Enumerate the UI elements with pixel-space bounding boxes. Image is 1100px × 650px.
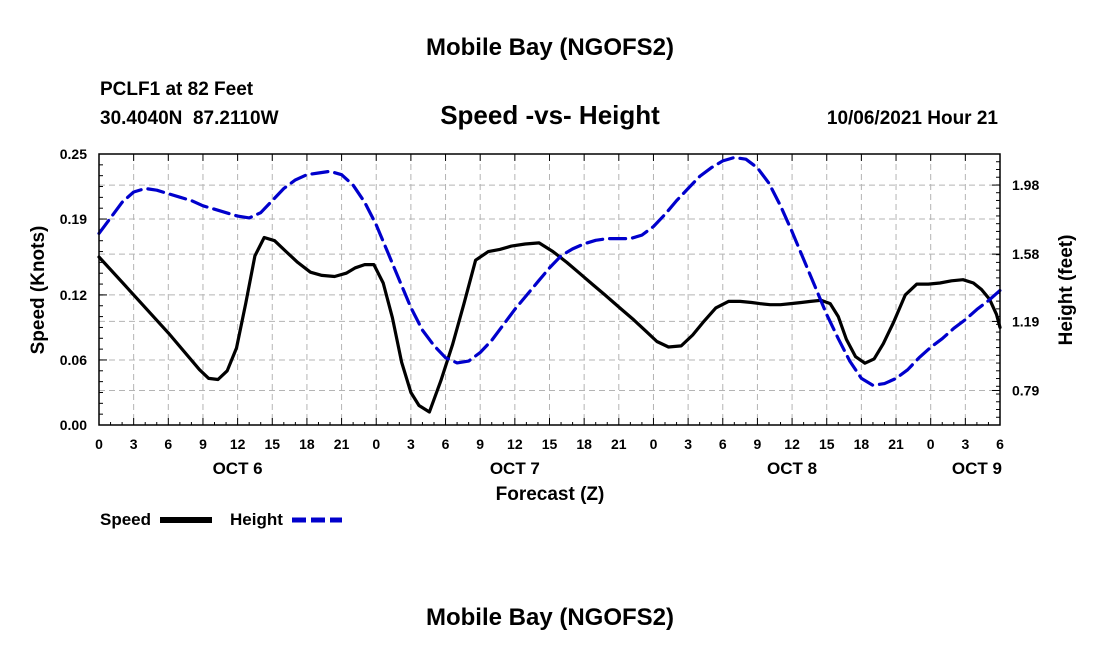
x-tick-label: 21 (334, 436, 350, 452)
x-tick-label: 3 (961, 436, 969, 452)
x-day-label: OCT 9 (952, 459, 1002, 478)
x-tick-label: 18 (576, 436, 592, 452)
x-tick-label: 21 (611, 436, 627, 452)
x-tick-label: 3 (407, 436, 415, 452)
x-tick-label: 12 (507, 436, 523, 452)
x-tick-label: 9 (754, 436, 762, 452)
x-tick-label: 15 (542, 436, 558, 452)
y2-tick-label: 0.79 (1012, 382, 1039, 398)
y2-axis-title: Height (feet) (1056, 235, 1077, 346)
plot-frame (98, 153, 1001, 426)
x-tick-label: 12 (230, 436, 246, 452)
y-tick-label: 0.06 (60, 352, 87, 368)
x-tick-label: 6 (442, 436, 450, 452)
legend-speed-label: Speed (100, 510, 151, 529)
speed-series-line (97, 235, 1002, 414)
x-tick-label: 3 (130, 436, 138, 452)
top-title: Mobile Bay (NGOFS2) (426, 34, 674, 61)
y-tick-label: 0.00 (60, 417, 87, 433)
legend-height-label: Height (230, 510, 283, 529)
x-day-label: OCT 8 (767, 459, 817, 478)
coords-label: 30.4040N 87.2110W (100, 108, 279, 129)
x-tick-label: 9 (476, 436, 484, 452)
x-tick-label: 9 (199, 436, 207, 452)
x-tick-label: 18 (854, 436, 870, 452)
x-tick-label: 18 (299, 436, 315, 452)
x-day-label: OCT 6 (213, 459, 263, 478)
y2-tick-label: 1.19 (1012, 313, 1039, 329)
grid (99, 154, 1000, 425)
legend: Speed Height (100, 510, 342, 529)
plot-title: Speed -vs- Height (440, 100, 660, 130)
x-tick-label: 0 (650, 436, 658, 452)
x-tick-label: 0 (372, 436, 380, 452)
y-axis-title: Speed (Knots) (28, 226, 49, 355)
x-tick-label: 6 (164, 436, 172, 452)
datetime-label: 10/06/2021 Hour 21 (827, 108, 999, 129)
x-tick-label: 12 (784, 436, 800, 452)
y-tick-label: 0.19 (60, 211, 87, 227)
x-tick-label: 6 (719, 436, 727, 452)
x-tick-label: 3 (684, 436, 692, 452)
x-tick-label: 0 (95, 436, 103, 452)
x-day-label: OCT 7 (490, 459, 540, 478)
y-tick-label: 0.25 (60, 146, 87, 162)
axis-tick-labels: 0 3 6 9 12 15 18 21 0 3 6 9 12 15 18 21 0 3 6 9 12 15 18 21 0 3 6 O… (60, 146, 1040, 478)
x-tick-label: 15 (264, 436, 280, 452)
station-label: PCLF1 at 82 Feet (100, 79, 254, 100)
height-series-line (97, 155, 1002, 387)
bottom-title: Mobile Bay (NGOFS2) (426, 604, 674, 631)
x-axis-title: Forecast (Z) (496, 484, 605, 505)
x-tick-label: 21 (888, 436, 904, 452)
series-lines (97, 155, 1002, 414)
y2-tick-label: 1.58 (1012, 246, 1039, 262)
y2-tick-label: 1.98 (1012, 177, 1039, 193)
x-tick-label: 6 (996, 436, 1004, 452)
y-tick-label: 0.12 (60, 287, 87, 303)
x-tick-label: 0 (927, 436, 935, 452)
x-tick-label: 15 (819, 436, 835, 452)
